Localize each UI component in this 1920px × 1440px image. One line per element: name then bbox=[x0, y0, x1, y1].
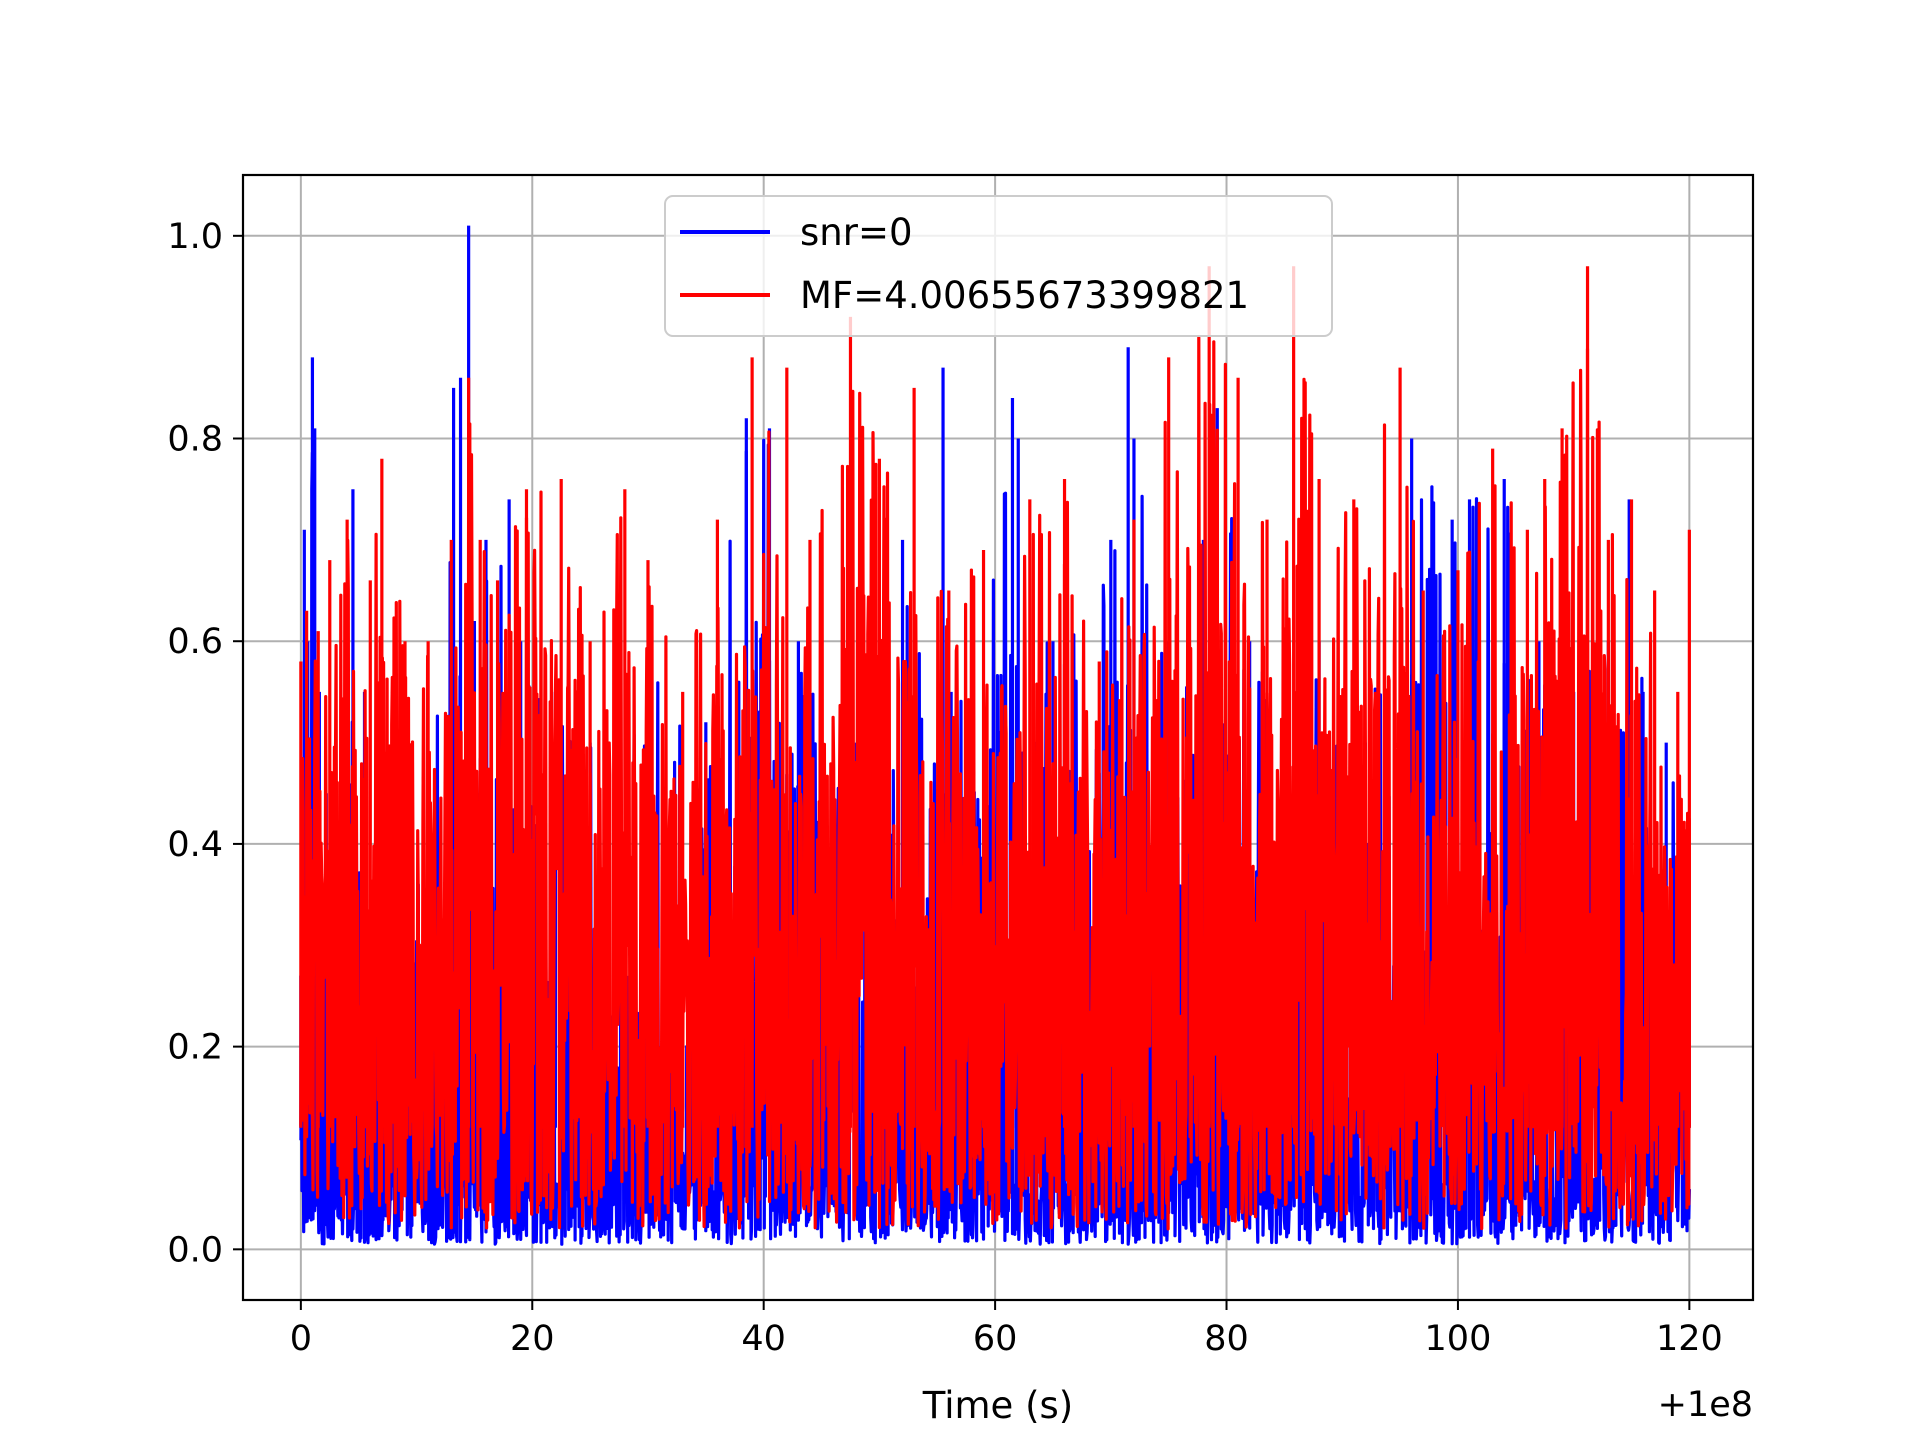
x-tick-label: 80 bbox=[1204, 1319, 1249, 1359]
x-tick-label: 120 bbox=[1656, 1319, 1723, 1359]
plot-area-frame bbox=[241, 173, 1755, 1302]
axis-ticks: 0 20 40 60 80 100 120 0.0 0.2 0.4 0.6 0.8 1.0 bbox=[167, 217, 1722, 1359]
x-tick-label: 0 bbox=[290, 1319, 312, 1359]
x-tick-label: 20 bbox=[510, 1319, 555, 1359]
y-tick-label: 0.6 bbox=[167, 622, 223, 662]
x-tick-label: 60 bbox=[973, 1319, 1018, 1359]
y-tick-label: 0.2 bbox=[167, 1028, 223, 1068]
x-axis-offset-label: +1e8 bbox=[1658, 1385, 1753, 1425]
x-axis-label: Time (s) bbox=[922, 1384, 1073, 1427]
legend-label-snr: snr=0 bbox=[800, 211, 912, 254]
x-tick-label: 40 bbox=[741, 1319, 786, 1359]
y-tick-label: 0.4 bbox=[167, 825, 223, 865]
legend: snr=0 MF=4.00655673399821 bbox=[664, 195, 1333, 337]
series-layer bbox=[299, 225, 1692, 1246]
x-tick-label: 100 bbox=[1425, 1319, 1492, 1359]
y-tick-label: 0.8 bbox=[167, 420, 223, 460]
legend-box bbox=[664, 195, 1333, 337]
legend-label-mf: MF=4.00655673399821 bbox=[800, 274, 1249, 317]
y-tick-label: 0.0 bbox=[167, 1230, 223, 1270]
y-tick-label: 1.0 bbox=[167, 217, 223, 257]
